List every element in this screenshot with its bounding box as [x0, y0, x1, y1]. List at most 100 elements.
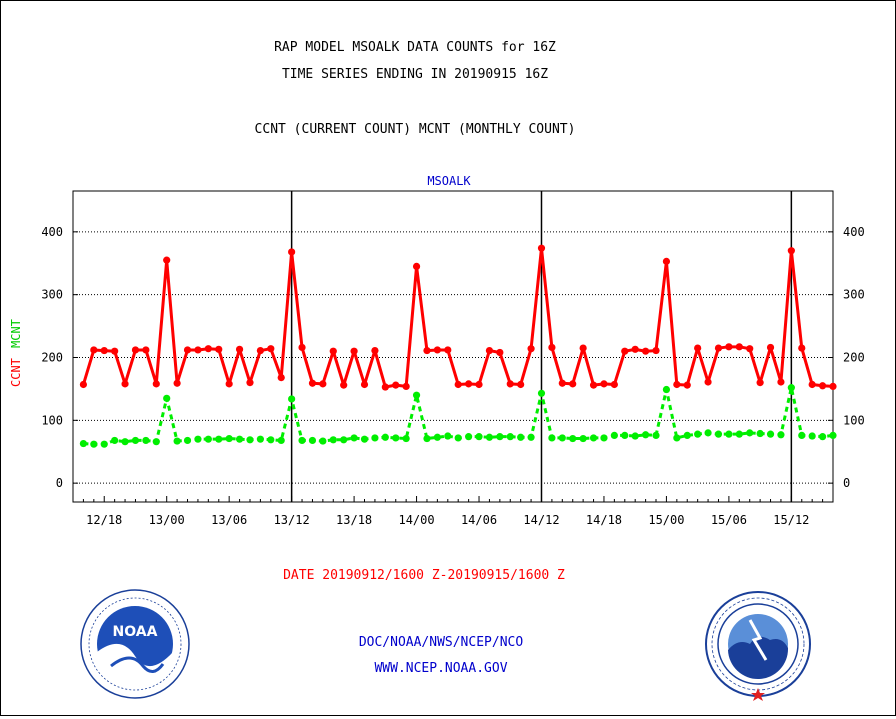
- ccnt-point: [777, 378, 785, 386]
- ytick-label-left: 100: [41, 413, 63, 427]
- mcnt-point: [642, 431, 650, 439]
- ytick-label-right: 0: [843, 476, 850, 490]
- mcnt-point: [340, 436, 348, 444]
- mcnt-point: [381, 433, 389, 441]
- ccnt-point: [465, 380, 473, 388]
- mcnt-point: [392, 434, 400, 442]
- ccnt-point: [163, 256, 171, 264]
- mcnt-point: [256, 435, 264, 443]
- ccnt-point: [756, 379, 764, 387]
- xtick-label: 13/00: [149, 513, 185, 527]
- mcnt-point: [79, 439, 88, 448]
- ccnt-point: [235, 345, 244, 353]
- ccnt-point: [360, 380, 369, 389]
- ccnt-point: [798, 344, 806, 352]
- mcnt-point: [777, 431, 785, 439]
- ccnt-point: [746, 345, 754, 353]
- mcnt-point: [652, 431, 660, 440]
- mcnt-point: [173, 437, 181, 445]
- ccnt-point: [79, 380, 88, 389]
- ccnt-point: [485, 346, 494, 355]
- mcnt-point: [485, 433, 494, 441]
- grid-lines: [73, 231, 833, 484]
- ccnt-point: [475, 380, 483, 389]
- mcnt-point: [579, 434, 587, 443]
- ytick-label-right: 400: [843, 225, 865, 239]
- station-label: MSOALK: [427, 174, 471, 188]
- ccnt-point: [412, 262, 421, 270]
- ccnt-point: [402, 382, 410, 390]
- mcnt-point: [496, 433, 504, 441]
- mcnt-point: [746, 429, 754, 437]
- ytick-label-left: 200: [41, 350, 63, 364]
- mcnt-point: [766, 430, 775, 438]
- ccnt-point: [308, 379, 317, 387]
- ytick-label-left: 300: [41, 288, 63, 302]
- mcnt-point: [787, 384, 795, 392]
- mcnt-point: [412, 391, 421, 399]
- ccnt-point: [183, 346, 192, 354]
- ccnt-point: [704, 378, 712, 386]
- ccnt-point: [381, 383, 389, 391]
- ccnt-point: [204, 345, 212, 353]
- ccnt-point: [111, 347, 119, 355]
- mcnt-point: [829, 431, 837, 440]
- ccnt-point: [714, 344, 723, 352]
- mcnt-point: [610, 431, 618, 440]
- ccnt-point: [152, 380, 160, 388]
- mcnt-point: [298, 436, 306, 445]
- mcnt-point: [569, 434, 577, 443]
- ccnt-point: [735, 343, 743, 351]
- ccnt-point: [225, 380, 233, 388]
- plot-border: [72, 190, 834, 503]
- ccnt-point: [527, 345, 535, 353]
- mcnt-point: [142, 436, 150, 445]
- ccnt-point: [558, 379, 566, 387]
- ccnt-point: [610, 380, 618, 389]
- mcnt-point: [288, 395, 296, 403]
- ccnt-point: [423, 346, 431, 355]
- ytick-label-right: 100: [843, 413, 865, 427]
- xtick-label: 12/18: [86, 513, 122, 527]
- mcnt-point: [475, 433, 483, 441]
- ccnt-point: [277, 374, 285, 382]
- ccnt-point: [371, 346, 379, 355]
- mcnt-point: [756, 429, 764, 438]
- mcnt-point: [360, 435, 369, 443]
- mcnt-point: [465, 433, 473, 441]
- ccnt-point: [100, 346, 108, 355]
- ytick-label-right: 300: [843, 288, 865, 302]
- noaa-logo-text: NOAA: [113, 624, 158, 640]
- ccnt-point: [319, 380, 327, 388]
- mcnt-point: [423, 434, 431, 443]
- mcnt-point: [100, 440, 108, 448]
- ccnt-point: [194, 346, 202, 354]
- ccnt-point: [121, 380, 129, 388]
- website-link[interactable]: WWW.NCEP.NOAA.GOV: [374, 661, 507, 676]
- vertical-markers: [290, 191, 793, 502]
- ccnt-point: [496, 348, 504, 357]
- ccnt-point: [683, 381, 691, 389]
- ccnt-point: [808, 380, 816, 389]
- xtick-label: 14/18: [586, 513, 622, 527]
- xtick-label: 13/12: [274, 513, 310, 527]
- mcnt-point: [163, 394, 171, 402]
- date-range-label: DATE 20190912/1600 Z-20190915/1600 Z: [283, 568, 565, 583]
- mcnt-point: [121, 438, 129, 446]
- ccnt-point: [392, 381, 400, 389]
- mcnt-point: [662, 385, 671, 394]
- ytick-label-left: 400: [41, 225, 63, 239]
- ytick-label-right: 200: [843, 350, 865, 364]
- xtick-label: 14/12: [523, 513, 559, 527]
- mcnt-point: [371, 434, 379, 442]
- mcnt-point: [319, 437, 327, 445]
- ccnt-point: [589, 381, 598, 389]
- mcnt-point: [673, 434, 681, 442]
- noaa-logo-icon: NOAA: [80, 589, 190, 699]
- xtick-label: 14/00: [398, 513, 434, 527]
- mcnt-point: [215, 435, 223, 443]
- xtick-label: 13/06: [211, 513, 247, 527]
- mcnt-point: [589, 434, 598, 442]
- mcnt-point: [683, 431, 691, 440]
